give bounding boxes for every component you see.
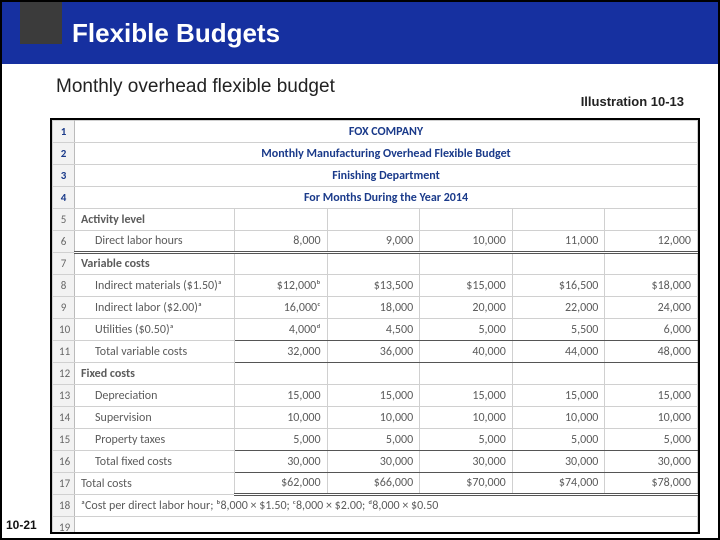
cell: 4,000ᵈ xyxy=(235,319,328,341)
cell: 15,000 xyxy=(235,385,328,407)
cell: $16,500 xyxy=(512,275,605,297)
cell: 5,000 xyxy=(420,429,513,451)
cell: 30,000 xyxy=(327,451,420,473)
rownum: 14 xyxy=(53,407,75,429)
cell: 30,000 xyxy=(605,451,698,473)
cell: 30,000 xyxy=(512,451,605,473)
cell: 15,000 xyxy=(605,385,698,407)
row-label: Depreciation xyxy=(75,385,235,407)
row-label: Total costs xyxy=(75,473,235,495)
rownum: 2 xyxy=(53,143,75,165)
rownum: 12 xyxy=(53,363,75,385)
rownum: 10 xyxy=(53,319,75,341)
rownum: 15 xyxy=(53,429,75,451)
slide-title: Flexible Budgets xyxy=(72,18,280,49)
row-label: Utilities ($0.50)ᵃ xyxy=(75,319,235,341)
budget-table: 1FOX COMPANY 2Monthly Manufacturing Over… xyxy=(52,120,698,534)
cell: 15,000 xyxy=(327,385,420,407)
rownum: 19 xyxy=(53,517,75,535)
cell: 4,500 xyxy=(327,319,420,341)
fix-section: Fixed costs xyxy=(75,363,235,385)
cell: 44,000 xyxy=(512,341,605,363)
rownum: 13 xyxy=(53,385,75,407)
slide: Flexible Budgets Monthly overhead flexib… xyxy=(2,2,718,538)
row-label: Indirect labor ($2.00)ᵃ xyxy=(75,297,235,319)
rownum: 7 xyxy=(53,253,75,275)
cell: 15,000 xyxy=(512,385,605,407)
report-h1: Monthly Manufacturing Overhead Flexible … xyxy=(75,143,698,165)
cell: 20,000 xyxy=(420,297,513,319)
cell: 16,000ᶜ xyxy=(235,297,328,319)
cell: 15,000 xyxy=(420,385,513,407)
cell: 5,500 xyxy=(512,319,605,341)
dlh-val: 12,000 xyxy=(605,231,698,253)
var-section: Variable costs xyxy=(75,253,235,275)
cell: 36,000 xyxy=(327,341,420,363)
cell: 5,000 xyxy=(605,429,698,451)
cell: 24,000 xyxy=(605,297,698,319)
cell: 30,000 xyxy=(420,451,513,473)
dlh-val: 10,000 xyxy=(420,231,513,253)
dlh-val: 9,000 xyxy=(327,231,420,253)
row-label: Indirect materials ($1.50)ᵃ xyxy=(75,275,235,297)
cell: $74,000 xyxy=(512,473,605,495)
cell: 10,000 xyxy=(605,407,698,429)
rownum: 17 xyxy=(53,473,75,495)
activity-label: Activity level xyxy=(75,209,235,231)
cell: 5,000 xyxy=(327,429,420,451)
rownum: 3 xyxy=(53,165,75,187)
rownum: 8 xyxy=(53,275,75,297)
cell: 18,000 xyxy=(327,297,420,319)
cell: $66,000 xyxy=(327,473,420,495)
footnote: ᵃCost per direct labor hour; ᵇ8,000 × $1… xyxy=(75,495,698,517)
cell: 10,000 xyxy=(327,407,420,429)
cell: 40,000 xyxy=(420,341,513,363)
cell: 32,000 xyxy=(235,341,328,363)
title-bar: Flexible Budgets xyxy=(2,2,718,64)
report-h2: Finishing Department xyxy=(75,165,698,187)
cell: 30,000 xyxy=(235,451,328,473)
row-label: Total variable costs xyxy=(75,341,235,363)
row-label: Supervision xyxy=(75,407,235,429)
title-tab xyxy=(20,2,62,44)
cell: $12,000ᵇ xyxy=(235,275,328,297)
cell: $62,000 xyxy=(235,473,328,495)
cell: 10,000 xyxy=(420,407,513,429)
cell: $15,000 xyxy=(420,275,513,297)
cell: 5,000 xyxy=(512,429,605,451)
rownum: 18 xyxy=(53,495,75,517)
dlh-val: 11,000 xyxy=(512,231,605,253)
rownum: 11 xyxy=(53,341,75,363)
cell: $13,500 xyxy=(327,275,420,297)
rownum: 1 xyxy=(53,121,75,143)
rownum: 4 xyxy=(53,187,75,209)
report-h3: For Months During the Year 2014 xyxy=(75,187,698,209)
cell: $70,000 xyxy=(420,473,513,495)
row-label: Property taxes xyxy=(75,429,235,451)
cell: 10,000 xyxy=(512,407,605,429)
cell: 6,000 xyxy=(605,319,698,341)
cell: 22,000 xyxy=(512,297,605,319)
cell: 5,000 xyxy=(235,429,328,451)
dlh-val: 8,000 xyxy=(235,231,328,253)
company-name: FOX COMPANY xyxy=(75,121,698,143)
cell: 10,000 xyxy=(235,407,328,429)
cell: 5,000 xyxy=(420,319,513,341)
rownum: 16 xyxy=(53,451,75,473)
cell: $18,000 xyxy=(605,275,698,297)
rownum: 9 xyxy=(53,297,75,319)
dlh-label: Direct labor hours xyxy=(75,231,235,253)
cell: $78,000 xyxy=(605,473,698,495)
rownum: 5 xyxy=(53,209,75,231)
rownum: 6 xyxy=(53,231,75,253)
row-label: Total fixed costs xyxy=(75,451,235,473)
budget-table-frame: 1FOX COMPANY 2Monthly Manufacturing Over… xyxy=(50,118,700,534)
cell: 48,000 xyxy=(605,341,698,363)
page-number: 10-21 xyxy=(6,518,37,532)
illustration-label: Illustration 10-13 xyxy=(581,94,684,109)
